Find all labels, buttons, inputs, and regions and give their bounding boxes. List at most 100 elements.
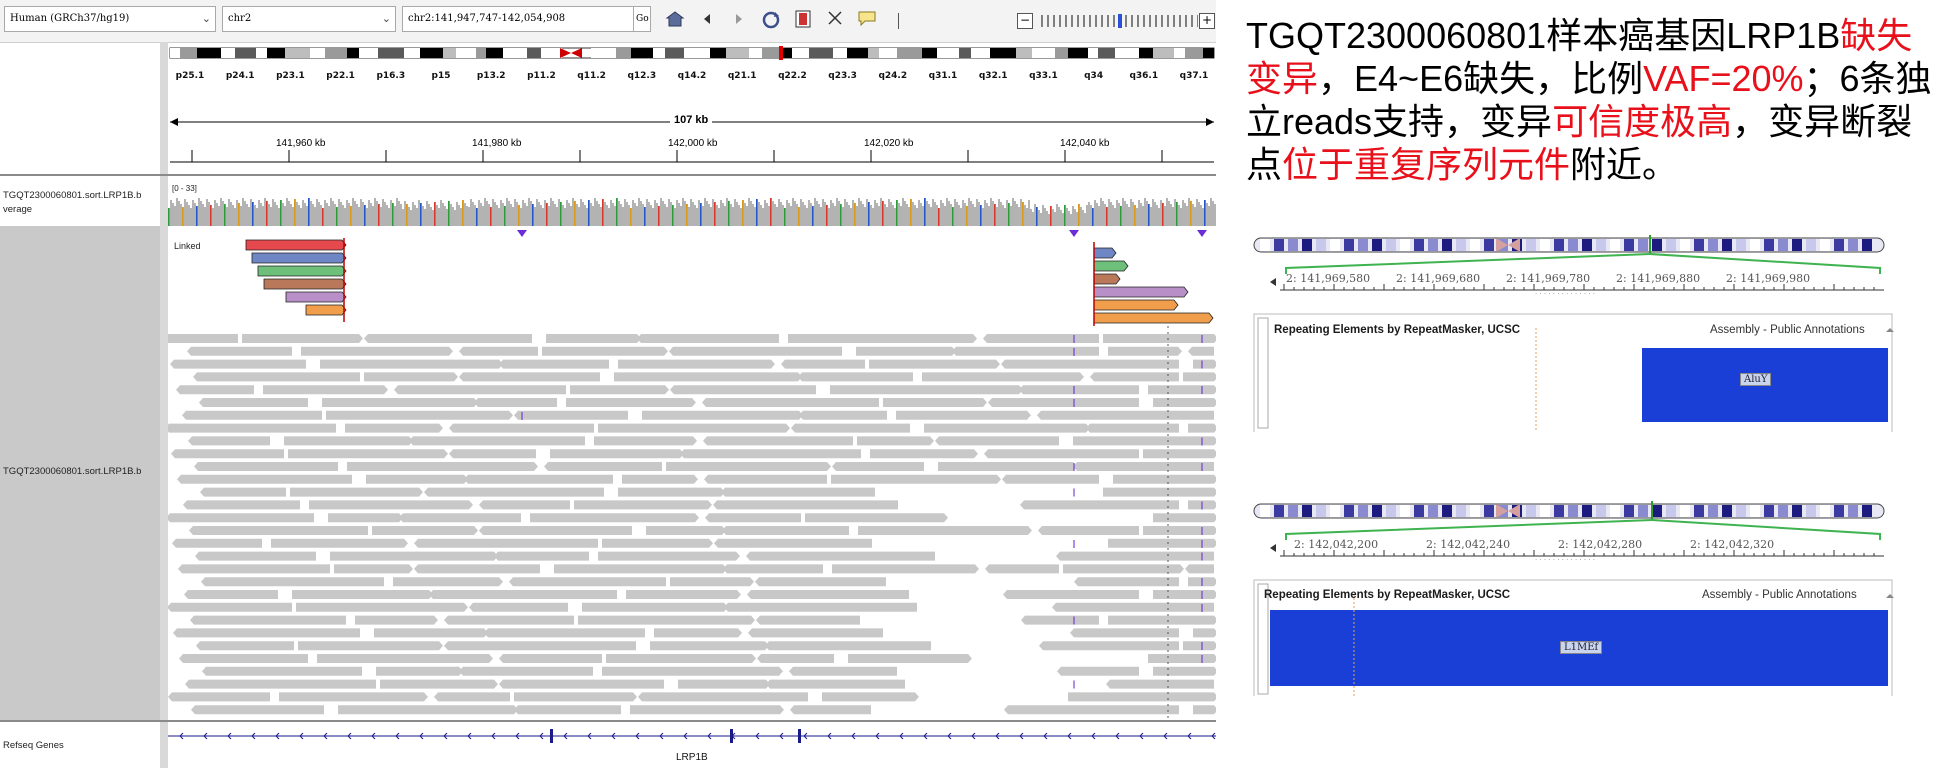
svg-text:I: I — [520, 410, 523, 423]
svg-text:I: I — [1200, 602, 1203, 615]
forward-icon[interactable] — [728, 10, 750, 32]
ruler-tick-label: 142,000 kb — [668, 138, 718, 149]
ucsc-panel-1: · · · · · · · · · · · · · · Repeating El… — [1240, 230, 1896, 435]
caption-text: TGQT2300060801样本癌基因LRP1B — [1246, 15, 1841, 56]
svg-text:· · · · · · · · · · · · · ·: · · · · · · · · · · · · · · — [1535, 556, 1595, 564]
resize-icon[interactable] — [824, 10, 846, 32]
coverage-track[interactable]: [0 - 33] — [168, 182, 1216, 226]
coverage-track-label[interactable]: TGQT2300060801.sort.LRP1B.b — [3, 190, 142, 201]
band-label: q36.1 — [1129, 71, 1158, 81]
ruler-tick-label: 142,020 kb — [864, 138, 914, 149]
chevron-down-icon: ⌄ — [381, 12, 391, 25]
locus-value: chr2:141,947,747-142,054,908 — [408, 13, 566, 24]
genome-dropdown[interactable]: Human (GRCh37/hg19) ⌄ — [4, 6, 216, 32]
repeat-track-source: Assembly - Public Annotations — [1702, 589, 1857, 601]
repeat-track-source: Assembly - Public Annotations — [1710, 324, 1865, 336]
band-label: q12.3 — [627, 71, 656, 81]
band-label: p23.1 — [276, 71, 305, 81]
svg-text:I: I — [1200, 333, 1203, 346]
band-label: q34 — [1084, 71, 1103, 81]
band-label: q22.2 — [778, 71, 807, 81]
svg-text:I: I — [1200, 461, 1203, 474]
linked-label: Linked — [174, 241, 201, 251]
refseq-genes-track[interactable]: LRP1B — [168, 722, 1216, 768]
ucsc-scale-label: 2: 141,969,680 — [1396, 272, 1481, 285]
igv-toolbar: Human (GRCh37/hg19) ⌄ chr2 ⌄ chr2:141,94… — [0, 0, 1216, 43]
popup-info-icon[interactable] — [856, 10, 878, 32]
ucsc-scale-label: 2: 141,969,780 — [1506, 272, 1591, 285]
toolbar-separator — [898, 13, 899, 29]
gene-name-label: LRP1B — [676, 752, 708, 763]
go-button[interactable]: Go — [633, 6, 651, 32]
svg-text:I: I — [1200, 551, 1203, 564]
band-label: q31.1 — [929, 71, 958, 81]
svg-text:I: I — [1200, 435, 1203, 448]
caption-text: ；6条独立reads支持，变异 — [1246, 58, 1932, 142]
svg-text:I: I — [1072, 615, 1075, 628]
chromosome-ideogram[interactable]: p25.1 p24.1 p23.1 p22.1 p16.3 p15 p13.2 p11.2 q1… — [168, 44, 1216, 174]
band-label: p16.3 — [376, 71, 405, 81]
zoom-slider[interactable] — [1038, 12, 1199, 30]
band-label: p13.2 — [477, 71, 506, 81]
ruler-tick-label: 141,960 kb — [276, 138, 326, 149]
svg-text:I: I — [1200, 538, 1203, 551]
zoom-out-icon[interactable]: − — [1017, 13, 1033, 29]
svg-text:I: I — [1072, 487, 1075, 500]
ruler-tick-label: 142,040 kb — [1060, 138, 1110, 149]
region-navigator-icon[interactable] — [792, 10, 814, 32]
band-label: q32.1 — [979, 71, 1008, 81]
svg-text:I: I — [1072, 538, 1075, 551]
caption-text: ，变异断裂点 — [1246, 101, 1913, 185]
ruler-tick-label: 141,980 kb — [472, 138, 522, 149]
band-label: p24.1 — [226, 71, 255, 81]
band-label: q14.2 — [678, 71, 707, 81]
band-label: p11.2 — [527, 71, 556, 81]
chromosome-dropdown[interactable]: chr2 ⌄ — [222, 6, 396, 32]
alignment-track-label[interactable]: TGQT2300060801.sort.LRP1B.b — [3, 466, 142, 477]
chevron-down-icon: ⌄ — [201, 12, 211, 25]
ucsc-scale-label: 2: 141,969,880 — [1616, 272, 1701, 285]
caption-highlight: 缺失变异 — [1246, 15, 1913, 99]
home-icon[interactable] — [664, 10, 686, 32]
band-label: p15 — [432, 71, 451, 81]
ucsc-scale-label: 2: 142,042,320 — [1690, 538, 1775, 551]
svg-text:I: I — [1072, 333, 1075, 346]
coverage-range: [0 - 33] — [172, 184, 197, 193]
svg-text:I: I — [1072, 397, 1075, 410]
band-label: q21.1 — [728, 71, 757, 81]
genes-label-area: Refseq Genes — [0, 722, 160, 768]
genes-divider — [0, 720, 1216, 722]
svg-text:I: I — [1072, 346, 1075, 359]
coverage-track-label-cont: verage — [3, 204, 33, 215]
svg-text:· · · · · · · · · · · · · ·: · · · · · · · · · · · · · · — [1535, 290, 1595, 298]
zoom-in-icon[interactable]: + — [1199, 13, 1215, 29]
band-label: p25.1 — [176, 71, 205, 81]
genome-value: Human (GRCh37/hg19) — [10, 13, 130, 24]
refseq-genes-label[interactable]: Refseq Genes — [3, 740, 64, 751]
svg-text:I: I — [1072, 384, 1075, 397]
locus-input[interactable]: chr2:141,947,747-142,054,908 — [402, 6, 634, 32]
ucsc-scale-label: 2: 142,042,280 — [1558, 538, 1643, 551]
svg-text:I: I — [1200, 576, 1203, 589]
annotation-caption: TGQT2300060801样本癌基因LRP1B缺失变异，E4~E6缺失，比例V… — [1246, 14, 1936, 186]
band-label: q37.1 — [1180, 71, 1209, 81]
chromosome-value: chr2 — [228, 13, 252, 24]
back-icon[interactable] — [696, 10, 718, 32]
repeat-track-title: Repeating Elements by RepeatMasker, UCSC — [1274, 324, 1521, 336]
ucsc-scale-label: 2: 141,969,980 — [1726, 272, 1811, 285]
ucsc-panel-2: · · · · · · · · · · · · · · Repeating El… — [1240, 496, 1896, 701]
repeat-track-title: Repeating Elements by RepeatMasker, UCSC — [1264, 589, 1511, 601]
refresh-icon[interactable] — [760, 10, 782, 32]
svg-text:I: I — [1200, 525, 1203, 538]
caption-highlight: 位于重复序列元件 — [1282, 144, 1571, 185]
repeat-element-label[interactable]: AluY — [1740, 373, 1772, 386]
go-label: Go — [636, 14, 649, 24]
band-label: q23.3 — [828, 71, 857, 81]
svg-text:I: I — [1072, 679, 1075, 692]
header-divider — [0, 174, 1216, 176]
header-panel: p25.1 p24.1 p23.1 p22.1 p16.3 p15 p13.2 p11.2 q1… — [168, 44, 1216, 174]
svg-text:I: I — [1200, 653, 1203, 666]
repeat-element-label[interactable]: L1MEf — [1560, 641, 1603, 654]
caption-text: 附近。 — [1570, 144, 1679, 185]
